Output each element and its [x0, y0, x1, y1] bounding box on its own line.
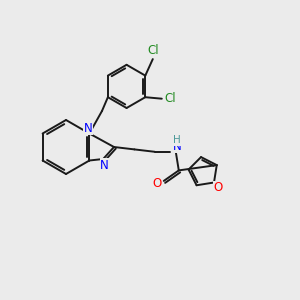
Text: Cl: Cl — [164, 92, 176, 105]
Text: N: N — [100, 158, 109, 172]
Text: N: N — [83, 122, 92, 135]
Text: H: H — [173, 135, 181, 146]
Text: O: O — [214, 182, 223, 194]
Text: O: O — [153, 177, 162, 190]
Text: Cl: Cl — [147, 44, 159, 57]
Text: N: N — [172, 140, 182, 153]
